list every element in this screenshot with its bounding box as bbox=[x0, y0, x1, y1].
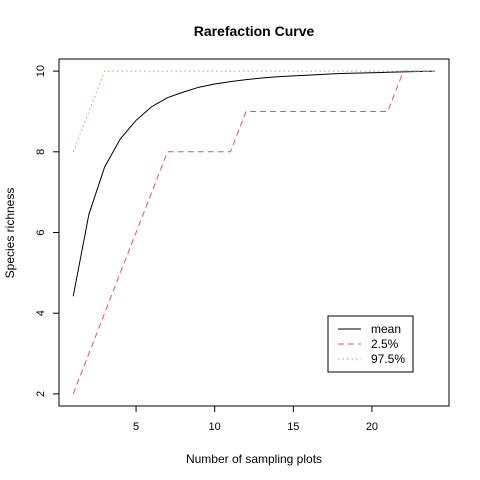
y-tick-label: 4 bbox=[35, 310, 47, 316]
y-tick-label: 6 bbox=[35, 229, 47, 235]
x-tick-label: 5 bbox=[133, 421, 139, 433]
chart-title: Rarefaction Curve bbox=[194, 23, 315, 39]
series-line-97-5- bbox=[72, 70, 435, 152]
y-axis: 2 4 6 8 10 bbox=[35, 65, 59, 397]
x-axis-label: Number of sampling plots bbox=[186, 452, 322, 466]
x-tick-label: 20 bbox=[366, 421, 378, 433]
x-axis: 5 10 15 20 bbox=[133, 406, 378, 433]
series-line-mean bbox=[72, 70, 435, 297]
y-tick-label: 8 bbox=[35, 149, 47, 155]
series-line-2-5- bbox=[72, 70, 435, 395]
x-tick-label: 10 bbox=[209, 421, 221, 433]
series-layer bbox=[72, 70, 435, 395]
legend-label: 2.5% bbox=[371, 337, 399, 351]
y-axis-label: Species richness bbox=[3, 188, 17, 279]
legend-label: mean bbox=[371, 322, 401, 336]
x-tick-label: 15 bbox=[287, 421, 299, 433]
legend-label: 97.5% bbox=[371, 352, 405, 366]
y-tick-label: 10 bbox=[35, 65, 47, 77]
y-tick-label: 2 bbox=[35, 391, 47, 397]
